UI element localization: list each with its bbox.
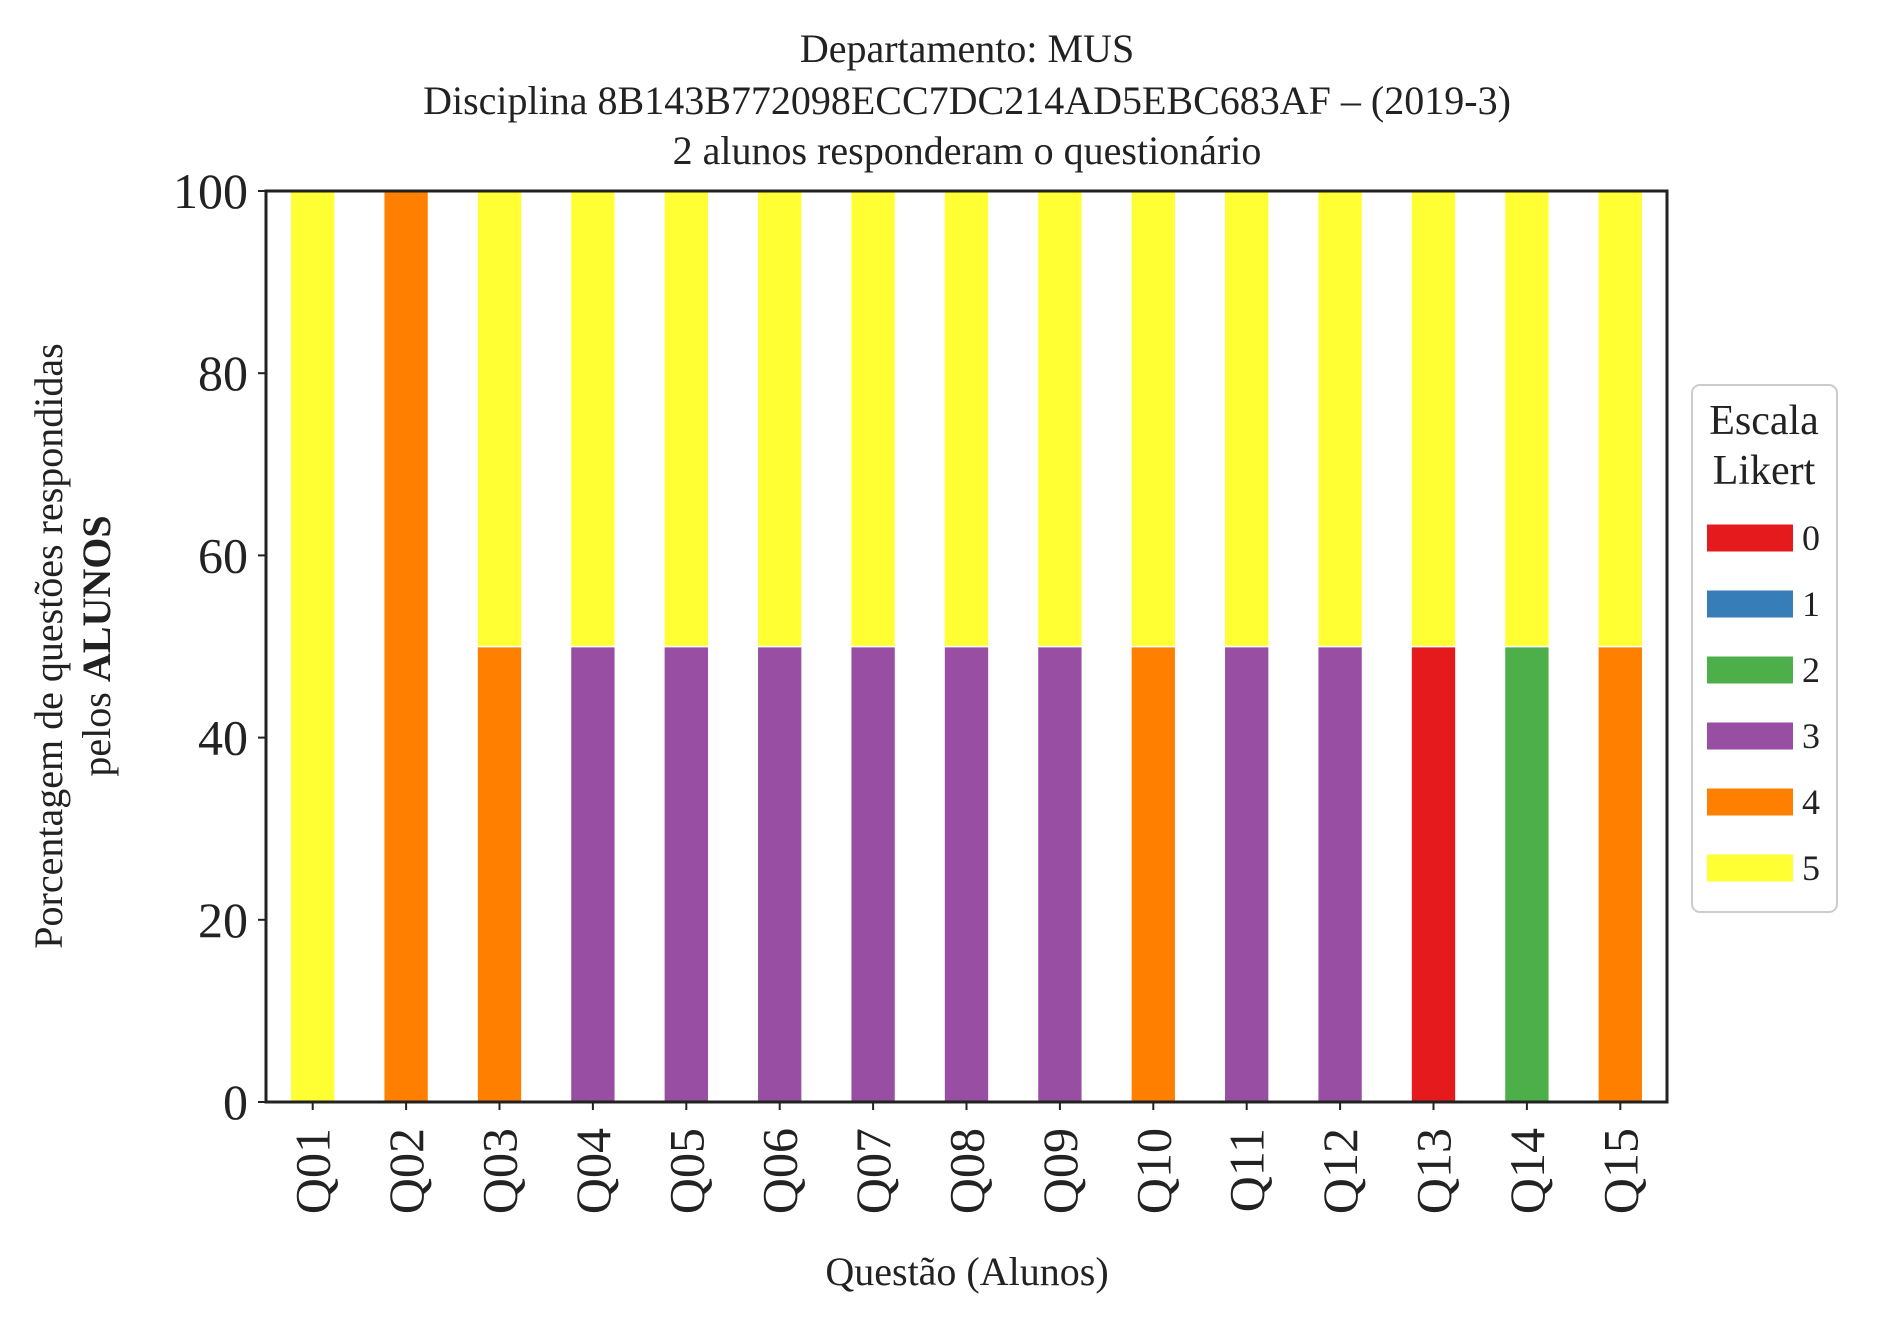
bar-q02-series-4 <box>382 190 430 1103</box>
chart-title-line-1: Departamento: MUS <box>800 26 1134 71</box>
bar-q09-series-5 <box>1036 190 1084 648</box>
bar-q06-series-5 <box>756 190 803 648</box>
bar-q07-series-5 <box>849 190 897 648</box>
legend-swatch-2 <box>1707 656 1793 684</box>
bar-q10-series-4 <box>1130 645 1177 1103</box>
y-axis-label: Porcentagem de questões respondidas pelo… <box>26 343 119 948</box>
chart-title-line-3: 2 alunos responderam o questionário <box>673 128 1262 173</box>
bar-q13-series-5 <box>1410 190 1457 648</box>
bar-q15-series-5 <box>1597 190 1644 648</box>
x-axis-ticks: Q01 Q02 Q03 Q04 Q05 Q06 Q07 Q08 Q09 Q10 Q11 Q12 Q13 Q… <box>285 1102 1648 1214</box>
legend-swatch-4 <box>1707 788 1793 816</box>
y-axis-ticks: 0 20 40 60 80 100 <box>173 163 266 1130</box>
x-tick-label-q15: Q15 <box>1592 1128 1648 1214</box>
x-tick-label-q12: Q12 <box>1312 1128 1368 1214</box>
bar-q04-series-5 <box>569 190 617 648</box>
legend-swatch-0 <box>1707 524 1793 552</box>
x-tick-label-q03: Q03 <box>472 1128 528 1214</box>
bar-q01-series-5 <box>289 190 336 1103</box>
y-tick-label: 0 <box>223 1074 248 1130</box>
y-axis-label-line-1: Porcentagem de questões respondidas <box>26 343 71 948</box>
y-tick-label: 100 <box>173 163 248 219</box>
x-tick-label-q13: Q13 <box>1406 1128 1462 1214</box>
x-tick-label-q09: Q09 <box>1032 1128 1088 1214</box>
x-tick-label-q01: Q01 <box>285 1128 341 1214</box>
bar-q12-series-5 <box>1316 190 1364 648</box>
bar-q04-series-3 <box>569 645 617 1103</box>
y-tick-label: 20 <box>198 892 248 948</box>
x-tick-label-q10: Q10 <box>1125 1128 1181 1214</box>
bar-q09-series-3 <box>1036 645 1084 1103</box>
legend-label-0: 0 <box>1802 518 1820 558</box>
legend-items: 0 1 2 3 4 5 <box>1707 518 1820 888</box>
legend-title-line-1: Escala <box>1709 398 1819 444</box>
y-tick-label: 40 <box>198 710 248 766</box>
bar-q15-series-4 <box>1597 645 1644 1103</box>
x-tick-label-q11: Q11 <box>1219 1128 1275 1212</box>
x-axis-label: Questão (Alunos) <box>825 1249 1108 1294</box>
y-tick-label: 60 <box>198 527 248 583</box>
bar-q14-series-2 <box>1503 645 1551 1103</box>
x-tick-label-q04: Q04 <box>565 1128 621 1214</box>
bar-q03-series-5 <box>476 190 523 648</box>
legend-label-2: 2 <box>1802 650 1820 690</box>
legend-label-4: 4 <box>1802 782 1820 822</box>
bar-q06-series-3 <box>756 645 803 1103</box>
chart-title: Departamento: MUS Disciplina 8B143B77209… <box>423 26 1511 173</box>
legend-label-3: 3 <box>1802 716 1820 756</box>
bar-q07-series-3 <box>849 645 897 1103</box>
legend-label-5: 5 <box>1802 848 1820 888</box>
bar-q03-series-4 <box>476 645 523 1103</box>
chart-title-line-2: Disciplina 8B143B772098ECC7DC214AD5EBC68… <box>423 78 1511 123</box>
x-tick-label-q06: Q06 <box>752 1128 808 1214</box>
y-axis-label-bold: ALUNOS <box>74 515 119 682</box>
bar-q08-series-3 <box>943 645 990 1103</box>
bar-q05-series-3 <box>663 645 710 1103</box>
bars-layer <box>289 190 1644 1103</box>
y-tick-label: 80 <box>198 345 248 401</box>
bar-q11-series-3 <box>1223 645 1270 1103</box>
bar-q14-series-5 <box>1503 190 1551 648</box>
legend-swatch-3 <box>1707 722 1793 750</box>
legend-frame <box>1691 384 1838 913</box>
y-axis-label-line-2: pelos ALUNOS <box>74 515 119 776</box>
legend-swatch-5 <box>1707 854 1793 882</box>
bar-q08-series-5 <box>943 190 990 648</box>
legend: Escala Likert 0 1 2 3 4 5 <box>1691 384 1838 913</box>
bar-q10-series-5 <box>1130 190 1177 648</box>
x-tick-label-q08: Q08 <box>939 1128 995 1214</box>
legend-swatch-1 <box>1707 590 1793 618</box>
x-tick-label-q14: Q14 <box>1499 1128 1555 1214</box>
bar-q12-series-3 <box>1316 645 1364 1103</box>
x-tick-label-q05: Q05 <box>658 1128 714 1214</box>
bar-q13-series-0 <box>1410 645 1457 1103</box>
y-axis-label-prefix: pelos <box>74 682 119 776</box>
legend-label-1: 1 <box>1802 584 1820 624</box>
x-tick-label-q07: Q07 <box>845 1128 901 1214</box>
bar-q05-series-5 <box>663 190 710 648</box>
bar-q11-series-5 <box>1223 190 1270 648</box>
x-tick-label-q02: Q02 <box>378 1128 434 1214</box>
legend-title-line-2: Likert <box>1713 448 1816 494</box>
